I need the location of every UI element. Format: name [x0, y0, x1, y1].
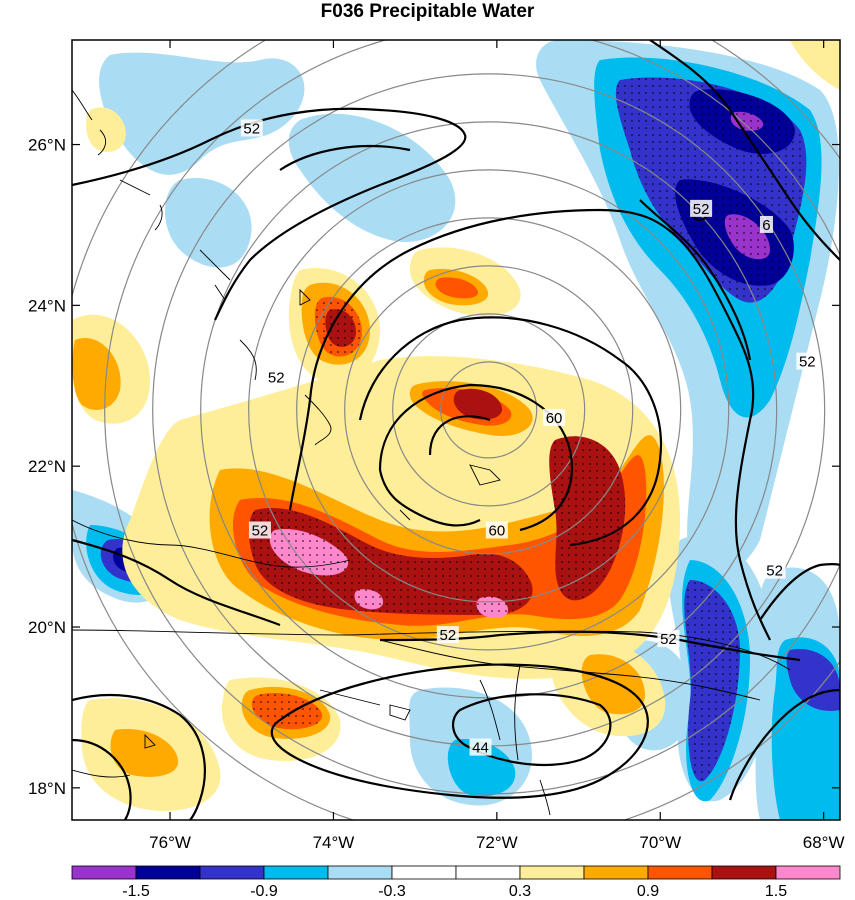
colorbar-swatch [327, 865, 393, 880]
contour-label: 52 [660, 631, 677, 648]
range-ring [200, 121, 778, 699]
colorbar-swatch [775, 865, 841, 880]
lat-tick-label: 18°N [28, 779, 66, 798]
contour-label: 52 [252, 523, 269, 540]
colorbar-label: -0.9 [250, 883, 278, 900]
colorbar-label: 0.3 [509, 883, 531, 900]
contour-label: 52 [243, 120, 260, 137]
range-rings [72, 40, 840, 820]
contour-label-bg [763, 561, 786, 579]
contour-label-bg [240, 119, 263, 137]
colorbar-swatch [135, 865, 201, 880]
pw-contours [72, 40, 840, 820]
contour-label: 52 [799, 354, 816, 371]
lon-tick-label: 70°W [639, 833, 681, 852]
colorbar-swatch [199, 865, 265, 880]
contour-label-bg [248, 521, 271, 539]
lat-tick-label: 24°N [28, 296, 66, 315]
colorbar-swatch [455, 865, 521, 880]
lon-tick-label: 74°W [313, 833, 355, 852]
contour-label-bg [543, 408, 566, 426]
contour-label: 60 [546, 410, 563, 427]
range-ring [248, 169, 730, 651]
range-ring [296, 217, 682, 603]
contour-label-bg [796, 352, 819, 370]
lon-tick-label: 72°W [476, 833, 518, 852]
colorbar-swatch [583, 865, 649, 880]
contour-label-bg [469, 738, 492, 756]
range-ring [344, 265, 634, 555]
lon-tick-label: 68°W [803, 833, 845, 852]
colorbar-label: -1.5 [122, 883, 150, 900]
colorbar-label: 1.5 [765, 883, 787, 900]
contour-label: 44 [472, 740, 489, 757]
colorbar: -1.5 -0.9 -0.3 0.3 0.9 1.5 [71, 865, 841, 900]
coastlines [72, 89, 791, 816]
contour-label: 60 [489, 523, 506, 540]
contour-label: 52 [693, 201, 710, 218]
contour-label-bg [759, 215, 773, 233]
map-frame [71, 39, 841, 821]
contour-label: 52 [766, 563, 783, 580]
anomaly-shading [72, 40, 840, 820]
lon-tick-label: 76°W [149, 833, 191, 852]
lat-tick-label: 20°N [28, 618, 66, 637]
colorbar-swatch [519, 865, 585, 880]
map-title: F036 Precipitable Water [320, 1, 535, 22]
colorbar-swatch [263, 865, 329, 880]
contour-label-bg [485, 521, 508, 539]
contour-label: 52 [439, 627, 456, 644]
contour-label-group: 52 52 52 52 52 52 52 52 60 60 44 6 [240, 119, 819, 757]
colorbar-swatch [711, 865, 777, 880]
colorbar-swatch [647, 865, 713, 880]
lat-tick-label: 26°N [28, 136, 66, 155]
contour-label-bg [436, 626, 459, 644]
axis-ticks: 26°N 24°N 22°N 20°N 18°N 76°W 74°W 72°W 70°W 68°W [28, 40, 845, 852]
colorbar-swatch [71, 865, 137, 880]
range-ring [440, 361, 538, 459]
contour-label-bg [265, 368, 288, 386]
contour-label: 6 [762, 217, 770, 234]
colorbar-label: -0.3 [378, 883, 406, 900]
range-ring [104, 40, 840, 795]
contour-label-bg [657, 630, 680, 648]
range-ring [392, 313, 586, 507]
contour-label-bg [690, 199, 713, 217]
lat-tick-label: 22°N [28, 457, 66, 476]
contour-label: 52 [268, 370, 285, 387]
colorbar-label: 0.9 [637, 883, 659, 900]
colorbar-swatch [391, 865, 457, 880]
